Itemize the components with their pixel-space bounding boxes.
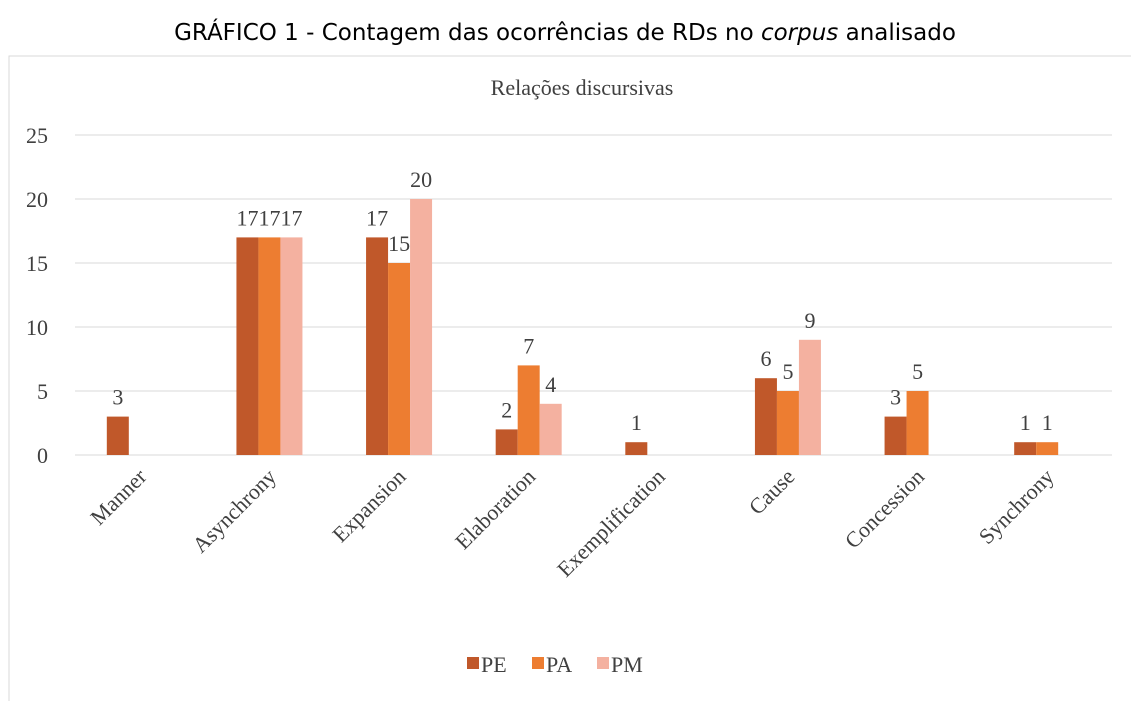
- data-label: 9: [804, 308, 815, 333]
- legend-label: PE: [481, 652, 507, 677]
- y-tick-label: 5: [37, 379, 48, 404]
- data-label: 17: [258, 205, 280, 230]
- legend-label: PA: [546, 652, 572, 677]
- x-tick-label: Manner: [85, 463, 152, 530]
- y-tick-label: 20: [26, 187, 48, 212]
- bar: [884, 416, 907, 455]
- y-tick-label: 10: [26, 315, 48, 340]
- legend-swatch: [532, 657, 544, 669]
- y-tick-label: 0: [37, 443, 48, 468]
- y-tick-label: 15: [26, 251, 48, 276]
- bar: [1014, 442, 1037, 455]
- bar: [236, 237, 259, 455]
- data-label: 4: [545, 372, 556, 397]
- data-label: 3: [890, 385, 901, 410]
- x-tick-label: Synchrony: [974, 464, 1059, 549]
- bar: [410, 199, 433, 455]
- data-label: 17: [280, 205, 302, 230]
- x-tick-label: Asynchrony: [187, 464, 281, 558]
- chart-frame: [8, 55, 1131, 701]
- x-tick-label: Expansion: [327, 464, 410, 547]
- data-label: 3: [112, 385, 123, 410]
- bar: [906, 391, 929, 455]
- caption: GRÁFICO 1 - Contagem das ocorrências de …: [174, 18, 956, 46]
- data-label: 1: [1042, 410, 1053, 435]
- bar: [517, 365, 540, 455]
- data-label: 17: [236, 205, 258, 230]
- caption-text: analisado: [846, 20, 956, 46]
- caption-italic: corpus: [761, 20, 838, 46]
- data-label: 6: [760, 346, 771, 371]
- legend-swatch: [467, 657, 479, 669]
- data-label: 1: [631, 410, 642, 435]
- data-label: 7: [523, 333, 534, 358]
- bar: [258, 237, 281, 455]
- bar: [1036, 442, 1059, 455]
- bar: [539, 403, 562, 455]
- legend-swatch: [597, 657, 609, 669]
- bar: [280, 237, 303, 455]
- bar: [776, 391, 799, 455]
- data-label: 20: [410, 167, 432, 192]
- x-tick-label: Elaboration: [450, 464, 540, 554]
- x-tick-label: Cause: [744, 464, 800, 520]
- chart-title: Relações discursivas: [491, 75, 674, 100]
- data-label: 17: [366, 205, 388, 230]
- bar: [754, 378, 777, 455]
- x-tick-label: Exemplification: [552, 464, 670, 582]
- data-label: 5: [782, 359, 793, 384]
- bar: [388, 263, 411, 455]
- legend-label: PM: [611, 652, 643, 677]
- data-label: 15: [388, 231, 410, 256]
- bar: [366, 237, 389, 455]
- bar: [495, 429, 518, 455]
- y-tick-label: 25: [26, 123, 48, 148]
- bar: [106, 416, 129, 455]
- caption-text: GRÁFICO 1 - Contagem das ocorrências de …: [174, 18, 754, 46]
- x-tick-label: Concession: [840, 464, 929, 553]
- data-label: 5: [912, 359, 923, 384]
- bar: [625, 442, 648, 455]
- data-label: 1: [1020, 410, 1031, 435]
- bar: [798, 339, 821, 455]
- data-label: 2: [501, 397, 512, 422]
